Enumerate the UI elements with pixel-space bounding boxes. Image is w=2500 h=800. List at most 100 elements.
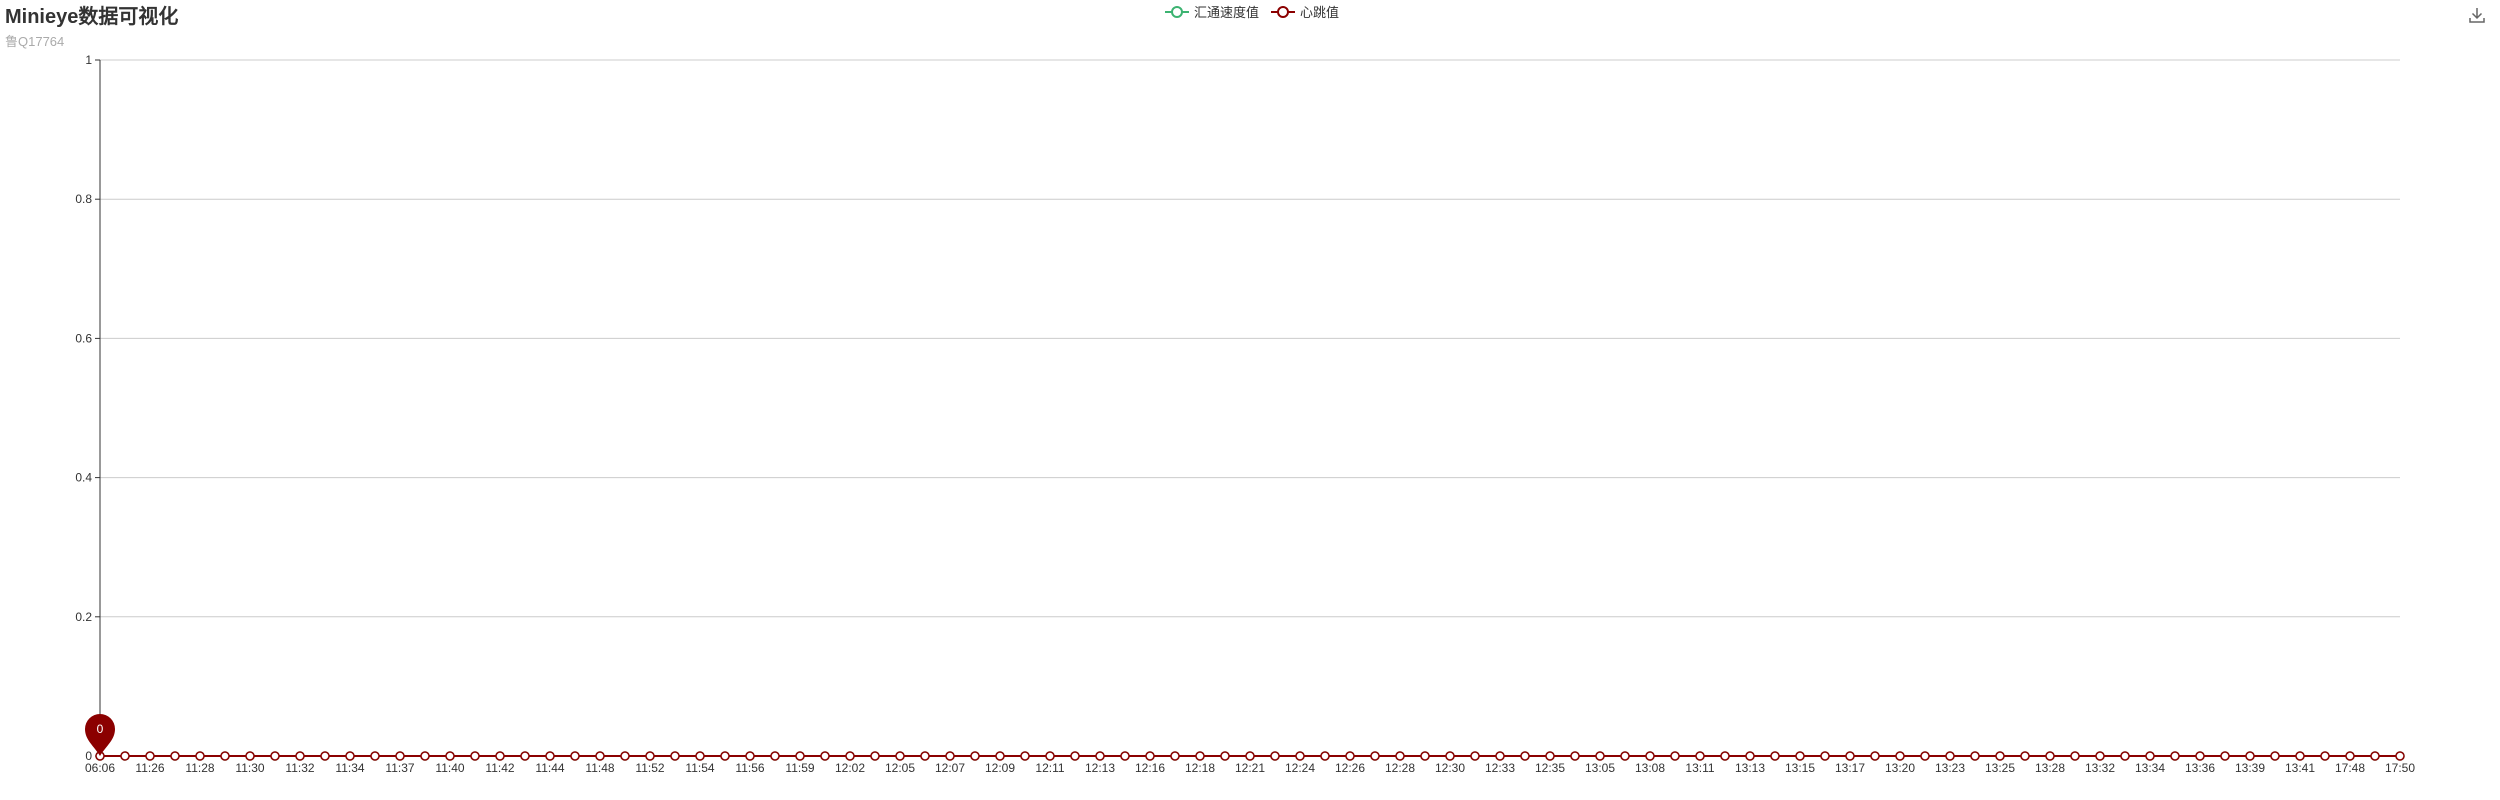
data-point[interactable] <box>1745 751 1755 761</box>
data-point[interactable] <box>470 751 480 761</box>
data-point[interactable] <box>870 751 880 761</box>
data-point[interactable] <box>770 751 780 761</box>
data-point[interactable] <box>1545 751 1555 761</box>
data-point[interactable] <box>1770 751 1780 761</box>
data-point[interactable] <box>1970 751 1980 761</box>
data-point[interactable] <box>1670 751 1680 761</box>
data-point[interactable] <box>1995 751 2005 761</box>
data-point[interactable] <box>1045 751 1055 761</box>
data-point[interactable] <box>1945 751 1955 761</box>
data-point[interactable] <box>2345 751 2355 761</box>
data-point[interactable] <box>1245 751 1255 761</box>
data-point[interactable] <box>395 751 405 761</box>
data-point[interactable] <box>120 751 130 761</box>
legend-item-speed[interactable]: 汇通速度值 <box>1165 2 1259 21</box>
x-tick-label: 13:20 <box>1885 761 1915 775</box>
data-point[interactable] <box>2020 751 2030 761</box>
data-point[interactable] <box>1820 751 1830 761</box>
data-point[interactable] <box>1170 751 1180 761</box>
data-point[interactable] <box>1445 751 1455 761</box>
data-point[interactable] <box>295 751 305 761</box>
data-point[interactable] <box>1570 751 1580 761</box>
data-point[interactable] <box>520 751 530 761</box>
data-point[interactable] <box>2170 751 2180 761</box>
data-point[interactable] <box>2120 751 2130 761</box>
data-point[interactable] <box>645 751 655 761</box>
data-point[interactable] <box>920 751 930 761</box>
data-point[interactable] <box>2395 751 2405 761</box>
data-point[interactable] <box>320 751 330 761</box>
data-point[interactable] <box>695 751 705 761</box>
data-point[interactable] <box>1870 751 1880 761</box>
data-point[interactable] <box>2270 751 2280 761</box>
x-tick-label: 13:39 <box>2235 761 2265 775</box>
data-point[interactable] <box>1470 751 1480 761</box>
legend-item-heartbeat[interactable]: 心跳值 <box>1271 2 1339 21</box>
data-point[interactable] <box>570 751 580 761</box>
data-point[interactable] <box>1220 751 1230 761</box>
data-point[interactable] <box>2295 751 2305 761</box>
data-point[interactable] <box>1845 751 1855 761</box>
data-point[interactable] <box>670 751 680 761</box>
data-point[interactable] <box>2320 751 2330 761</box>
data-point[interactable] <box>1145 751 1155 761</box>
data-point[interactable] <box>2370 751 2380 761</box>
data-point[interactable] <box>895 751 905 761</box>
data-point[interactable] <box>1095 751 1105 761</box>
data-point[interactable] <box>2095 751 2105 761</box>
data-point[interactable] <box>1070 751 1080 761</box>
data-point[interactable] <box>1895 751 1905 761</box>
data-point[interactable] <box>795 751 805 761</box>
data-point[interactable] <box>270 751 280 761</box>
data-point[interactable] <box>1020 751 1030 761</box>
data-point[interactable] <box>1520 751 1530 761</box>
data-point[interactable] <box>1920 751 1930 761</box>
data-point[interactable] <box>970 751 980 761</box>
data-point[interactable] <box>170 751 180 761</box>
data-point[interactable] <box>1370 751 1380 761</box>
x-tick-label: 11:54 <box>685 761 714 775</box>
data-point[interactable] <box>1420 751 1430 761</box>
data-point[interactable] <box>720 751 730 761</box>
data-point[interactable] <box>620 751 630 761</box>
markpoint-pin-icon[interactable] <box>85 714 115 756</box>
data-point[interactable] <box>845 751 855 761</box>
data-point[interactable] <box>545 751 555 761</box>
data-point[interactable] <box>820 751 830 761</box>
data-point[interactable] <box>595 751 605 761</box>
data-point[interactable] <box>1645 751 1655 761</box>
data-point[interactable] <box>1120 751 1130 761</box>
data-point[interactable] <box>345 751 355 761</box>
data-point[interactable] <box>1620 751 1630 761</box>
data-point[interactable] <box>745 751 755 761</box>
data-point[interactable] <box>1345 751 1355 761</box>
data-point[interactable] <box>145 751 155 761</box>
data-point[interactable] <box>370 751 380 761</box>
data-point[interactable] <box>1495 751 1505 761</box>
data-point[interactable] <box>2045 751 2055 761</box>
data-point[interactable] <box>1295 751 1305 761</box>
data-point[interactable] <box>2245 751 2255 761</box>
data-point[interactable] <box>1195 751 1205 761</box>
data-point[interactable] <box>995 751 1005 761</box>
data-point[interactable] <box>445 751 455 761</box>
data-point[interactable] <box>2070 751 2080 761</box>
data-point[interactable] <box>220 751 230 761</box>
data-point[interactable] <box>945 751 955 761</box>
data-point[interactable] <box>420 751 430 761</box>
data-point[interactable] <box>1695 751 1705 761</box>
data-point[interactable] <box>1395 751 1405 761</box>
data-point[interactable] <box>1795 751 1805 761</box>
data-point[interactable] <box>1320 751 1330 761</box>
data-point[interactable] <box>245 751 255 761</box>
download-button[interactable] <box>2468 6 2486 29</box>
data-point[interactable] <box>1720 751 1730 761</box>
data-point[interactable] <box>1270 751 1280 761</box>
data-point[interactable] <box>1595 751 1605 761</box>
x-tick-label: 13:36 <box>2185 761 2215 775</box>
data-point[interactable] <box>195 751 205 761</box>
data-point[interactable] <box>495 751 505 761</box>
data-point[interactable] <box>2195 751 2205 761</box>
data-point[interactable] <box>2145 751 2155 761</box>
data-point[interactable] <box>2220 751 2230 761</box>
